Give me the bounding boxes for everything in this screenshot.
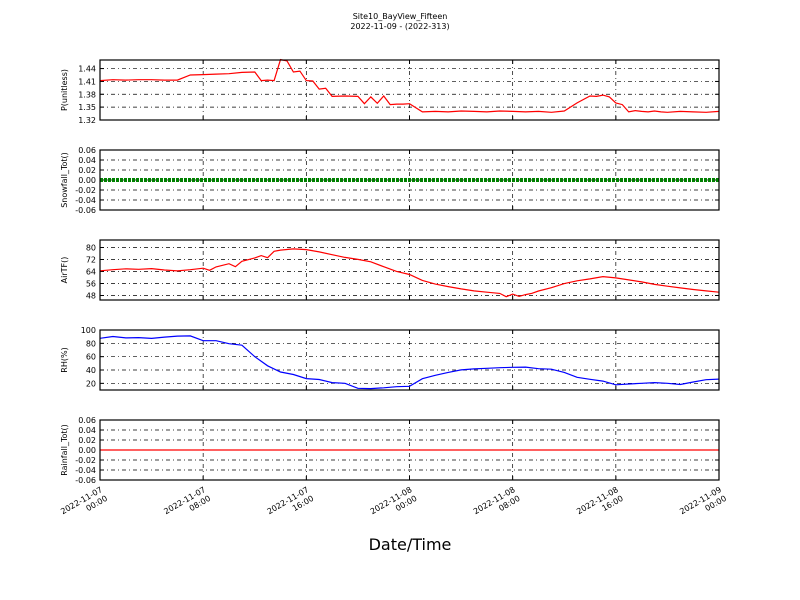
y-tick-label: 1.41: [78, 77, 96, 86]
y-axis-label: Snowfall_Tot(): [60, 152, 69, 208]
panel-4: 20 40 60 80 100 RH(%): [60, 326, 720, 391]
y-tick-label: 72: [86, 256, 96, 265]
chart-subtitle: 2022-11-09 - (2022-313): [350, 22, 449, 31]
y-tick-label: -0.02: [75, 456, 96, 465]
y-tick-label: 20: [86, 379, 96, 388]
y-tick-label: 0.02: [78, 166, 96, 175]
panel-frame: [99, 329, 720, 391]
y-tick-label: -0.06: [75, 206, 96, 215]
panel-frame: [99, 59, 720, 121]
y-tick-label: 0.04: [78, 156, 96, 165]
chart-panels: 1.321.351.381.411.44P(unitless)-0.06-0.0…: [60, 58, 720, 485]
y-tick-label: 0.00: [78, 176, 96, 185]
y-tick-label: 0.06: [78, 146, 96, 155]
y-tick-label: 1.44: [78, 65, 96, 74]
y-axis-label: AirTF(): [60, 257, 69, 284]
y-tick-label: 40: [86, 366, 96, 375]
y-tick-label: 60: [86, 353, 96, 362]
panel-1: 1.32 1.35 1.38 1.41 1.44 P(unitless): [60, 58, 720, 125]
y-tick-label: -0.04: [75, 196, 96, 205]
panel-frame: [99, 419, 720, 481]
x-axis-label: Date/Time: [369, 535, 452, 554]
y-axis-label: RH(%): [60, 347, 69, 372]
y-tick-label: 64: [86, 268, 96, 277]
y-tick-label: 0.02: [78, 436, 96, 445]
y-tick-label: 100: [81, 326, 96, 335]
y-tick-label: 48: [86, 292, 96, 301]
y-tick-label: 1.35: [78, 103, 96, 112]
y-tick-label: 1.38: [78, 90, 96, 99]
y-tick-label: -0.06: [75, 476, 96, 485]
series-line: [99, 335, 720, 390]
y-tick-label: 0.00: [78, 446, 96, 455]
y-tick-label: 80: [86, 339, 96, 348]
y-axis-label: P(unitless): [60, 69, 69, 111]
y-tick-label: 80: [86, 244, 96, 253]
y-tick-label: 0.04: [78, 426, 96, 435]
y-tick-label: 0.06: [78, 416, 96, 425]
y-tick-label: -0.04: [75, 466, 96, 475]
panel-frame: [99, 239, 720, 301]
series-line: [99, 58, 720, 113]
panel-5: -0.06-0.04-0.020.000.020.040.06 Rainfall_…: [60, 416, 720, 485]
series-line: [99, 248, 720, 298]
y-tick-label: 1.32: [78, 116, 96, 125]
panel-frame: [99, 149, 720, 211]
y-axis-label: Rainfall_Tot(): [60, 424, 69, 476]
panel-3: 48 56 64 72 80 AirTF(): [60, 239, 720, 301]
y-tick-label: -0.02: [75, 186, 96, 195]
y-tick-label: 56: [86, 280, 96, 289]
panel-2: -0.06-0.04-0.020.000.020.040.06 Snowfall_…: [60, 146, 720, 215]
chart-title: Site10_BayView_Fifteen: [353, 12, 448, 21]
